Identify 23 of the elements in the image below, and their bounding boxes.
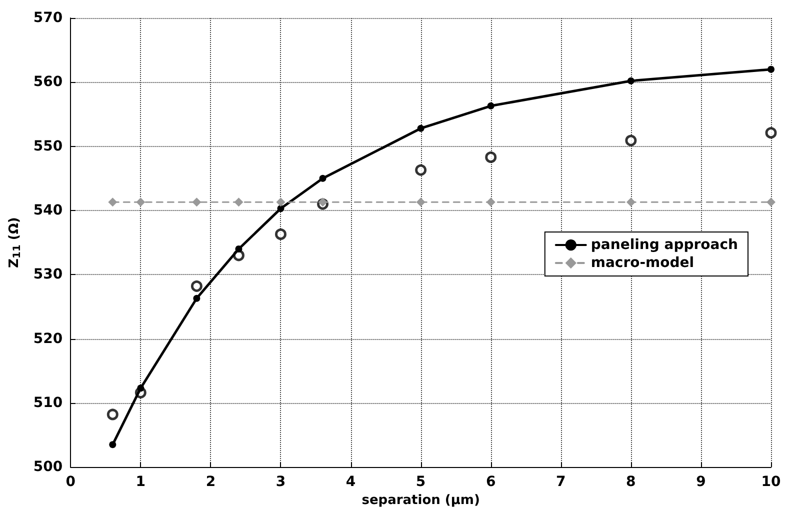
- x-axis-title: separation (μm): [362, 493, 480, 508]
- legend-label: macro-model: [590, 255, 694, 271]
- y-tick-label: 530: [33, 266, 63, 283]
- x-tick-label: 7: [556, 474, 566, 490]
- x-tick-label: 1: [136, 474, 146, 490]
- y-tick-label: 550: [33, 138, 63, 154]
- x-tick-label: 2: [206, 474, 216, 490]
- y-axis-title: Z11 (Ω): [7, 217, 23, 268]
- legend-label: paneling approach: [590, 237, 738, 253]
- y-tick-label: 510: [33, 394, 63, 411]
- y-tick-label: 540: [33, 202, 63, 218]
- y-tick-label: 500: [33, 459, 63, 476]
- y-tick-label: 560: [33, 74, 63, 90]
- y-tick-label: 520: [33, 330, 63, 347]
- x-tick-label: 5: [416, 474, 426, 490]
- x-tick-label: 10: [761, 474, 781, 490]
- x-tick-label: 4: [346, 474, 356, 490]
- x-tick-label: 0: [66, 474, 76, 490]
- x-tick-label: 8: [626, 474, 636, 490]
- y-tick-label: 570: [33, 10, 63, 26]
- x-tick-label: 9: [696, 474, 706, 490]
- x-tick-label: 6: [486, 474, 496, 490]
- x-tick-label: 3: [276, 474, 286, 490]
